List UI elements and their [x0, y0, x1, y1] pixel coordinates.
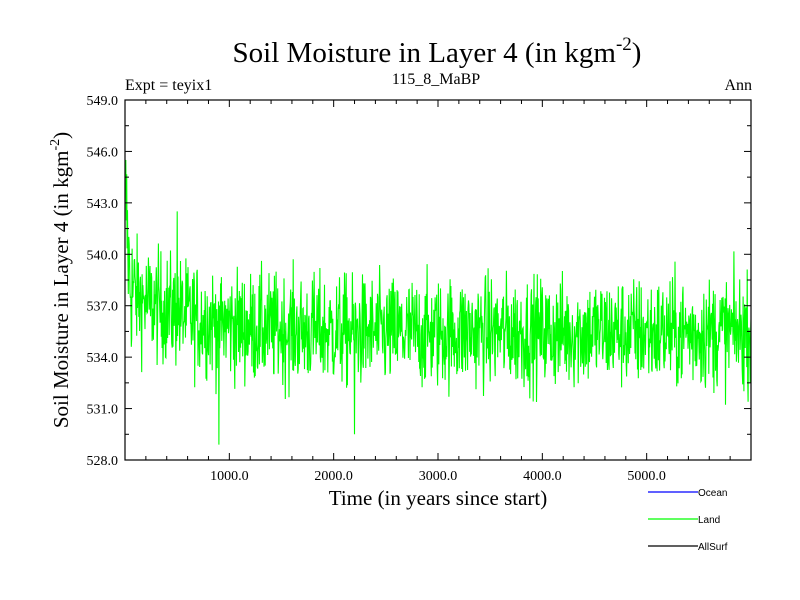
x-axis-label: Time (in years since start)	[329, 486, 548, 510]
y-axis: 528.0 531.0 534.0 537.0 540.0 543.0 546.0 549.0	[87, 94, 751, 469]
legend-label-allsurf: AllSurf	[698, 542, 728, 553]
x-tick-label: 1000.0	[210, 469, 249, 484]
y-tick-label: 534.0	[87, 351, 119, 366]
y-tick-label: 549.0	[87, 94, 119, 109]
legend-label-land: Land	[698, 515, 720, 526]
subtitle-center: 115_8_MaBP	[392, 71, 480, 88]
subtitle-left: Expt = teyix1	[125, 77, 212, 94]
series-line-land	[125, 159, 751, 445]
x-tick-label: 2000.0	[314, 469, 353, 484]
y-tick-label: 543.0	[87, 197, 119, 212]
y-tick-label: 540.0	[87, 248, 119, 263]
x-tick-label: 5000.0	[627, 469, 666, 484]
x-tick-label: 4000.0	[523, 469, 562, 484]
y-tick-label: 546.0	[87, 145, 119, 160]
y-tick-label: 537.0	[87, 300, 119, 315]
legend: Ocean Land AllSurf	[648, 488, 728, 553]
legend-label-ocean: Ocean	[698, 488, 727, 499]
series-layer	[125, 159, 751, 445]
subtitle-right: Ann	[724, 77, 752, 94]
y-tick-label: 528.0	[87, 454, 119, 469]
chart-title: Soil Moisture in Layer 4 (in kgm-2)	[233, 34, 642, 69]
x-tick-label: 3000.0	[419, 469, 458, 484]
y-axis-label: Soil Moisture in Layer 4 (in kgm-2)	[48, 132, 73, 428]
x-axis: 1000.0 2000.0 3000.0 4000.0 5000.0	[145, 100, 731, 484]
y-tick-label: 531.0	[87, 403, 119, 418]
